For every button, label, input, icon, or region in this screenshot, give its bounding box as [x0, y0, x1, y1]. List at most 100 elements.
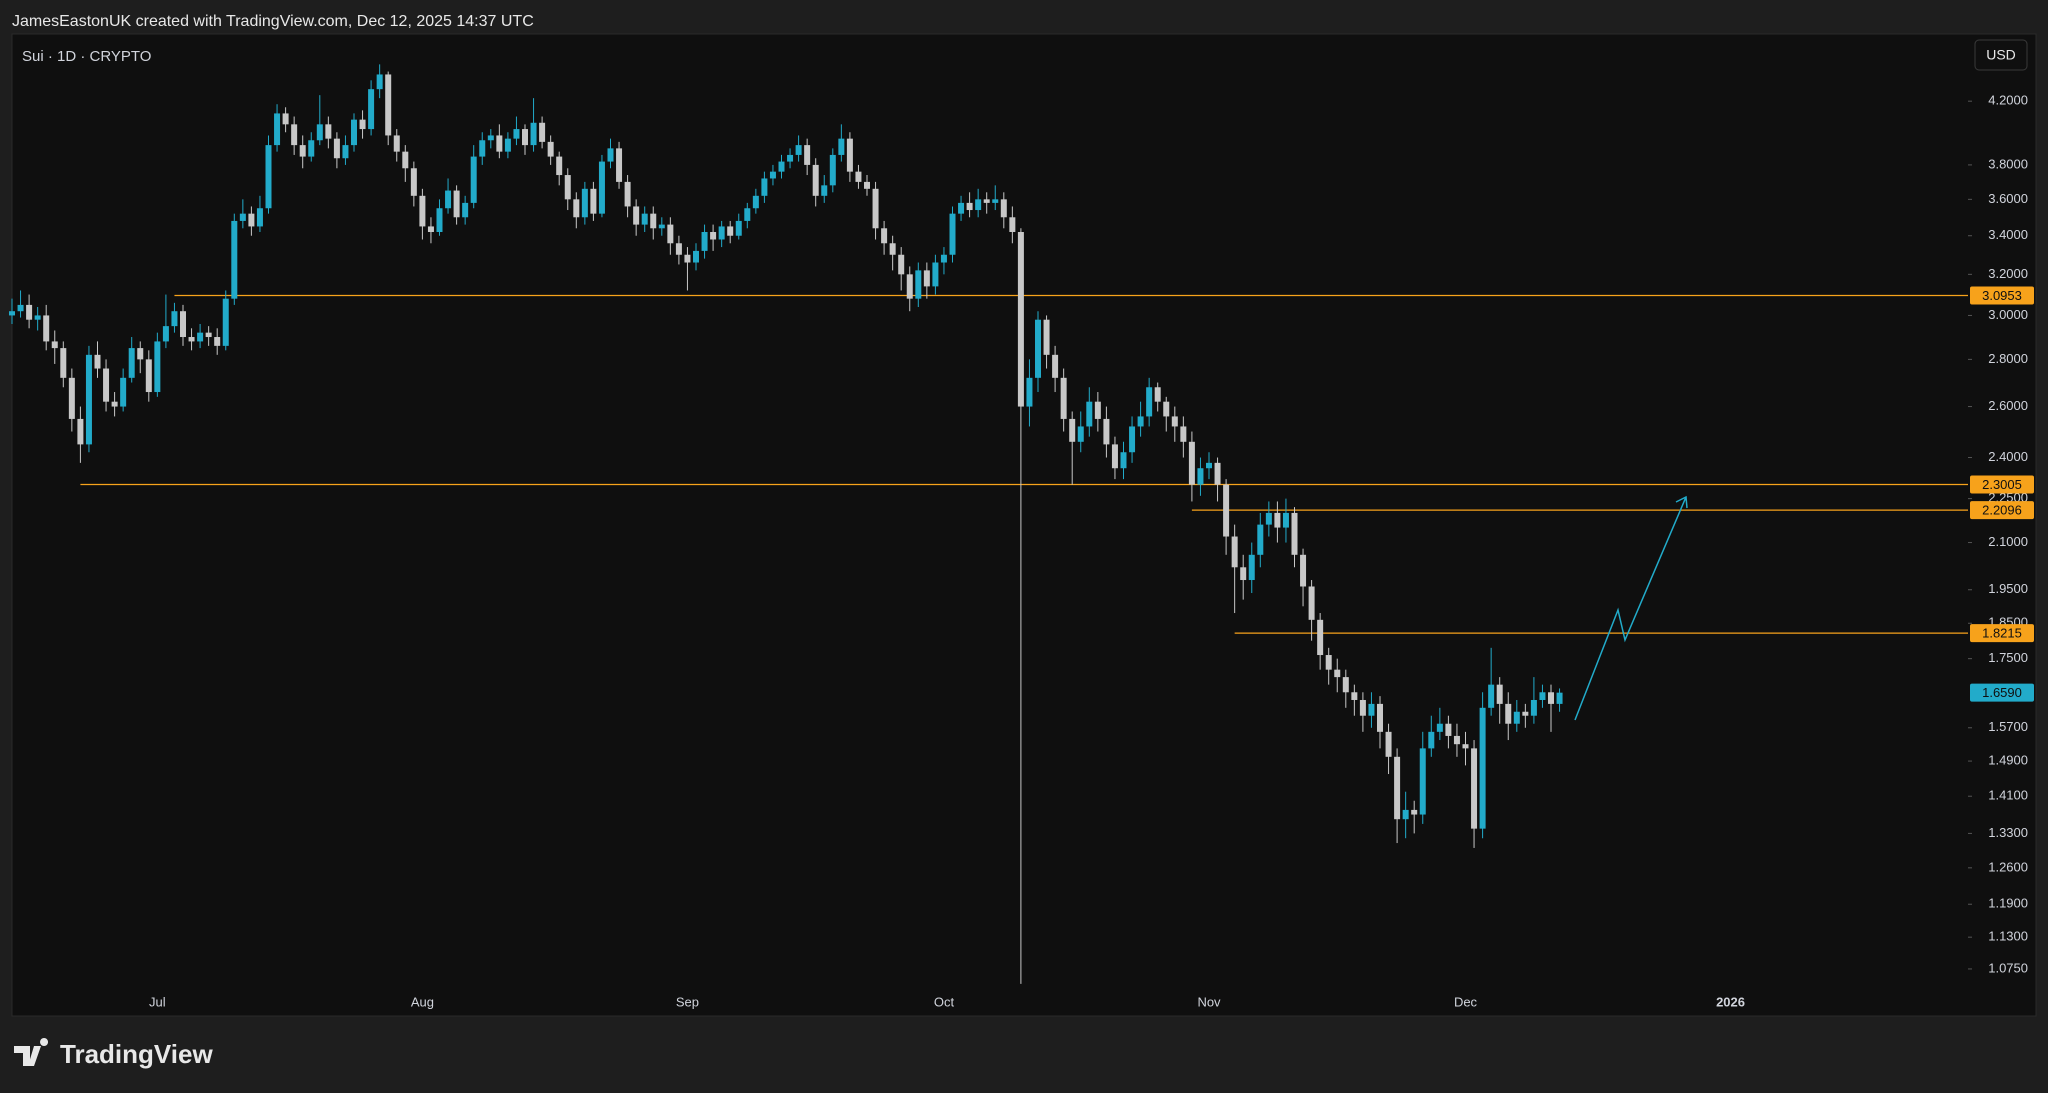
candle-body	[966, 202, 973, 211]
candle-body	[1146, 387, 1153, 417]
brand: TradingView	[60, 1039, 213, 1069]
candle-body	[1445, 723, 1452, 736]
candle-body	[1419, 748, 1426, 815]
x-tick-label: Nov	[1197, 994, 1221, 1009]
candle-body	[1522, 711, 1529, 716]
arrow-head	[1675, 495, 1688, 509]
candle-body	[145, 359, 152, 393]
y-tick-label: 3.0000	[1988, 307, 2028, 322]
candle-body	[85, 354, 92, 445]
candle-body	[1539, 692, 1546, 700]
candle-body	[727, 226, 734, 236]
candle-body	[419, 195, 426, 227]
x-tick-label: 2026	[1716, 994, 1745, 1009]
level-label: 2.2096	[1982, 503, 2022, 518]
y-tick-label: 3.6000	[1988, 191, 2028, 206]
y-tick-label: 1.5700	[1988, 719, 2028, 734]
candle-body	[795, 145, 802, 155]
candle-body	[530, 122, 537, 146]
candle-body	[1351, 692, 1358, 700]
candle-body	[120, 377, 127, 407]
candle-body	[1479, 707, 1486, 829]
candle-body	[1240, 567, 1247, 581]
candle-body	[479, 140, 486, 157]
y-tick-label: 1.2600	[1988, 859, 2028, 874]
candle-body	[43, 315, 50, 342]
candle-body	[231, 220, 238, 299]
candle-body	[718, 226, 725, 240]
x-tick-label: Dec	[1454, 994, 1478, 1009]
candle-body	[103, 368, 110, 402]
candle-body	[898, 254, 905, 275]
candle-body	[581, 188, 588, 218]
candle-body	[453, 190, 460, 218]
x-tick-label: Sep	[676, 994, 699, 1009]
candle-body	[1052, 354, 1059, 378]
candle-body	[171, 311, 178, 327]
candle-body	[1334, 669, 1341, 678]
candle-body	[51, 341, 58, 349]
candle-body	[111, 401, 118, 407]
candle-body	[1120, 452, 1127, 469]
candle-body	[641, 213, 648, 225]
projection-arrow	[1574, 496, 1687, 721]
candle-body	[26, 304, 33, 320]
candle-body	[838, 138, 845, 155]
y-tick-label: 3.4000	[1988, 227, 2028, 242]
candle-body	[923, 270, 930, 287]
candle-body	[9, 311, 15, 316]
candle-body	[1248, 554, 1255, 581]
candle-body	[197, 332, 204, 342]
candle-body	[402, 151, 409, 169]
candle-body	[1265, 512, 1272, 525]
candle-body	[1300, 554, 1307, 587]
last-price-box	[1970, 683, 2034, 702]
candle-body	[1428, 731, 1435, 749]
candle-body	[1496, 684, 1503, 704]
candle-body	[940, 254, 947, 263]
candle-body	[351, 119, 357, 146]
candle-body	[710, 232, 717, 240]
candle-body	[299, 145, 306, 157]
candle-body	[1000, 199, 1007, 218]
candle-body	[316, 124, 323, 141]
candle-body	[462, 202, 469, 218]
x-tick-label: Jul	[149, 994, 166, 1009]
candle-body	[1171, 416, 1178, 427]
currency-label[interactable]: USD	[1986, 47, 2016, 63]
candle-body	[693, 250, 699, 263]
currency-button[interactable]	[1974, 39, 2028, 71]
candle-body	[1180, 426, 1187, 442]
candle-body	[291, 124, 298, 146]
candle-body	[427, 226, 434, 233]
candle-body	[1257, 524, 1264, 555]
candle-body	[983, 199, 990, 203]
candle-body	[1197, 468, 1204, 485]
candle-body	[1471, 748, 1478, 829]
candle-body	[975, 199, 982, 211]
candle-body	[564, 175, 571, 200]
candle-body	[180, 311, 186, 338]
candle-body	[752, 195, 759, 209]
candle-body	[1214, 462, 1221, 485]
candle-body	[932, 262, 939, 287]
candle-body	[282, 113, 289, 125]
last-price-label: 1.6590	[1982, 685, 2022, 700]
candle-body	[864, 181, 870, 189]
candle-body	[1325, 655, 1332, 670]
candle-body	[359, 119, 366, 130]
candle-body	[188, 337, 195, 342]
candle-body	[573, 199, 580, 218]
candle-body	[1086, 401, 1093, 427]
candle-body	[1129, 426, 1136, 453]
candle-body	[1359, 699, 1366, 716]
candle-body	[624, 181, 631, 207]
candle-body	[1094, 401, 1101, 419]
candle-body	[701, 232, 708, 251]
candle-body	[881, 228, 888, 244]
candle-body	[889, 243, 896, 255]
candle-body	[1043, 319, 1050, 355]
candle-body	[1342, 677, 1349, 693]
